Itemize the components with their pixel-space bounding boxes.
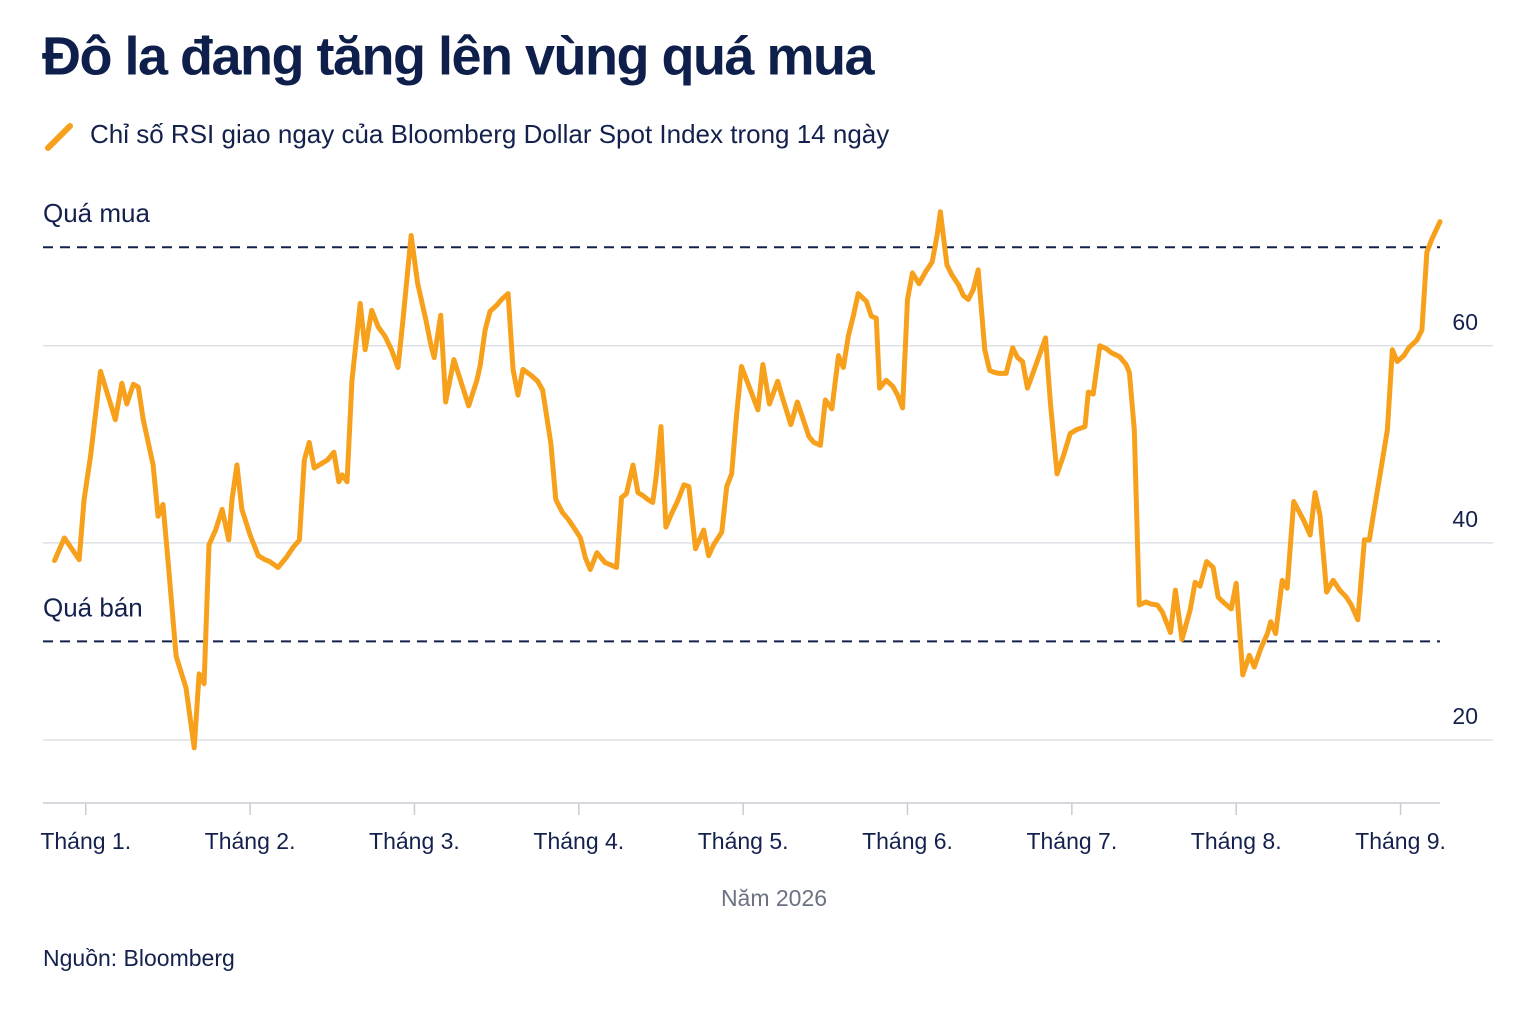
x-tick-label: Tháng 6. [862, 828, 953, 854]
x-tick-label: Tháng 5. [698, 828, 789, 854]
y-tick-label: 20 [1452, 703, 1478, 729]
legend-label: Chỉ số RSI giao ngay của Bloomberg Dolla… [90, 119, 889, 149]
x-tick-label: Tháng 4. [533, 828, 624, 854]
x-tick-label: Tháng 8. [1191, 828, 1282, 854]
x-tick-label: Tháng 7. [1026, 828, 1117, 854]
x-tick-label: Tháng 3. [369, 828, 460, 854]
legend-marker [45, 123, 73, 151]
x-tick-label: Tháng 1. [40, 828, 131, 854]
series-line [52, 209, 1443, 751]
x-axis-title: Năm 2026 [721, 885, 827, 911]
x-tick-label: Tháng 9. [1355, 828, 1446, 854]
source: Nguồn: Bloomberg [43, 945, 235, 971]
y-tick-label: 40 [1452, 506, 1478, 532]
reference-label: Quá bán [43, 592, 143, 622]
chart-title: Đô la đang tăng lên vùng quá mua [42, 26, 876, 86]
reference-label: Quá mua [43, 198, 150, 228]
x-tick-label: Tháng 2. [205, 828, 296, 854]
y-tick-label: 60 [1452, 309, 1478, 335]
